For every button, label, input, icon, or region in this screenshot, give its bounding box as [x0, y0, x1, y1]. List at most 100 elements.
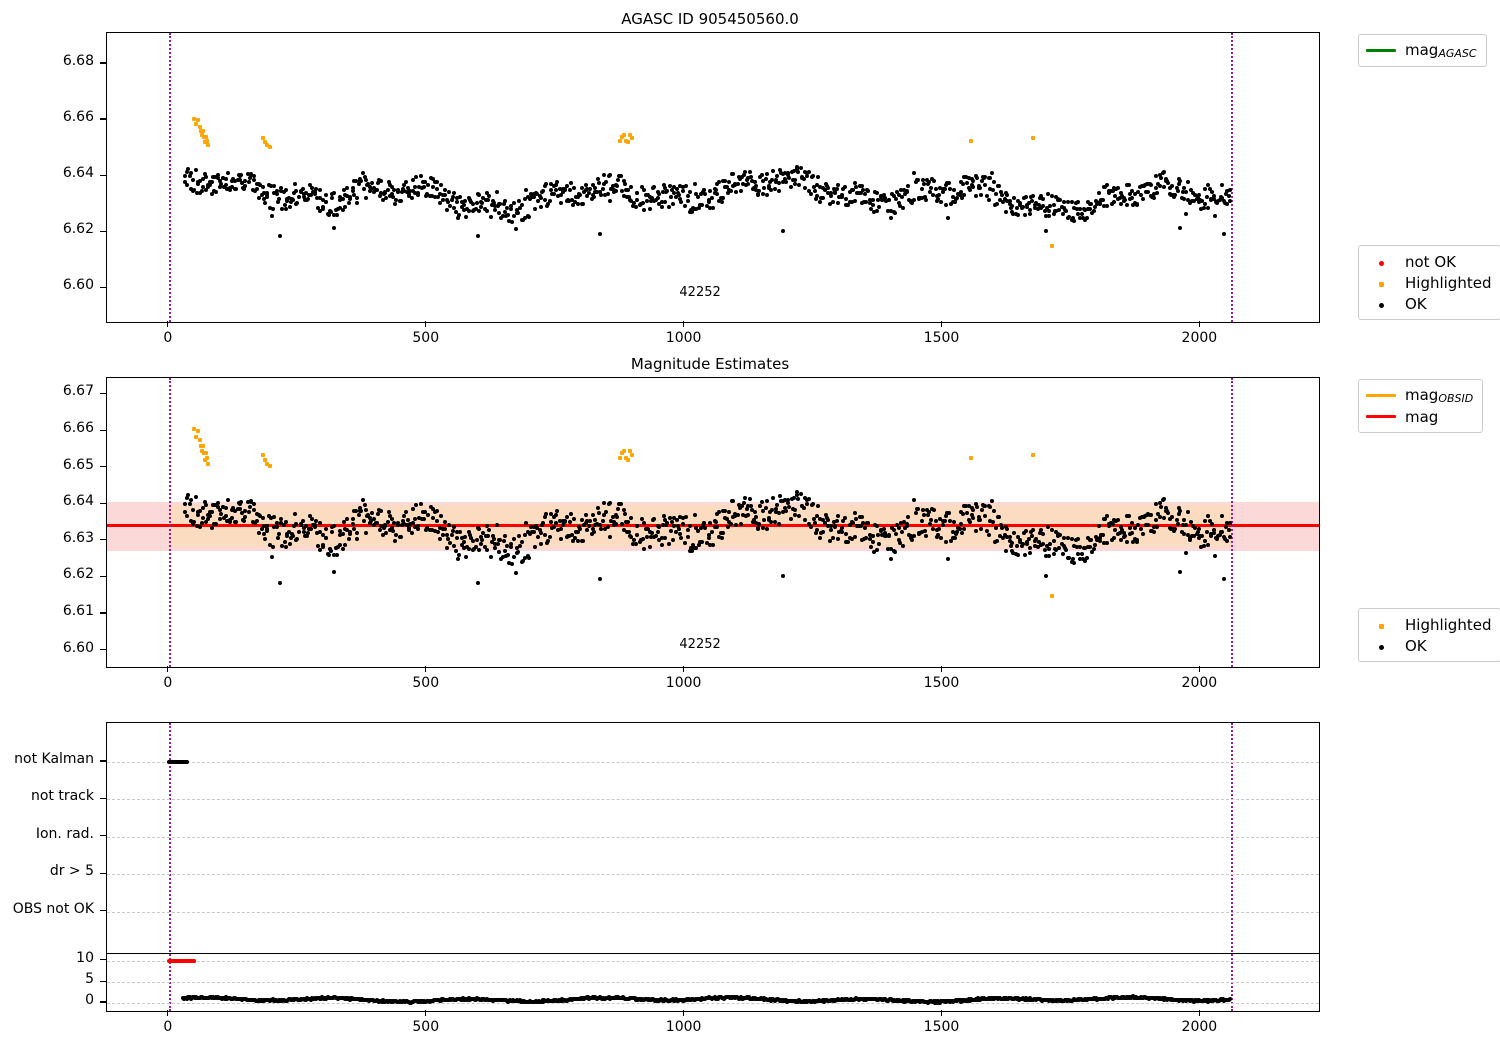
data-point-ok — [348, 530, 353, 535]
data-point-ok — [230, 184, 235, 189]
data-point-ok — [861, 520, 866, 525]
data-point-ok — [491, 200, 496, 205]
data-point-highlighted — [969, 456, 974, 461]
data-point-ok — [893, 532, 898, 537]
x-tick-label: 0 — [163, 1019, 173, 1035]
data-point-ok — [896, 537, 901, 542]
legend-point-status-top[interactable]: not OK Highlighted OK — [1358, 245, 1500, 320]
data-point-ok — [245, 172, 250, 177]
x-tick-mark — [940, 666, 943, 672]
data-point-ok — [840, 192, 845, 197]
data-point-ok — [1031, 528, 1036, 533]
data-point-ok — [767, 515, 772, 520]
legend-point-status-middle[interactable]: Highlighted OK — [1358, 608, 1500, 662]
data-point-ok — [1109, 201, 1114, 206]
data-point-ok — [681, 521, 686, 526]
y-tick-label: 6.61 — [62, 602, 94, 619]
data-point-ok — [1076, 200, 1081, 205]
obsid-start-line-middle — [168, 378, 171, 667]
data-point-ok — [704, 541, 709, 546]
legend-mag-lines[interactable]: magOBSID mag — [1358, 379, 1484, 433]
legend-mag-agasc[interactable]: magAGASC — [1358, 34, 1487, 67]
data-point-ok — [1089, 201, 1094, 206]
data-point-ok — [513, 570, 518, 575]
data-point-ok — [715, 525, 720, 530]
data-point-ok — [528, 191, 533, 196]
data-point-ok — [195, 509, 200, 514]
x-tick-mark — [1198, 1010, 1200, 1016]
data-point-ok — [1075, 206, 1080, 211]
data-point-ok — [1071, 556, 1076, 561]
data-point-ok — [909, 201, 914, 206]
data-point-ok — [717, 509, 722, 514]
data-point-ok — [272, 191, 277, 196]
data-point-ok — [590, 527, 595, 532]
data-point-ok — [575, 530, 580, 534]
data-point-ok — [393, 538, 398, 543]
data-point-ok — [1145, 189, 1150, 194]
data-point-ok — [515, 210, 520, 215]
data-point-highlighted — [1031, 136, 1036, 141]
data-point-ok — [401, 183, 406, 188]
data-point-ok — [531, 524, 536, 529]
data-point-ok — [1193, 526, 1198, 531]
data-point-ok — [248, 171, 253, 176]
axes-top: 42252 — [106, 32, 1320, 323]
data-point-ok — [834, 518, 839, 523]
data-point-highlighted — [627, 449, 632, 454]
data-point-ok — [1212, 213, 1217, 218]
data-point-ok — [974, 176, 979, 181]
data-point-ok — [271, 206, 276, 211]
data-point-ok — [402, 521, 407, 526]
data-point-ok — [1011, 551, 1016, 556]
gridline-dr-5 — [107, 982, 1319, 984]
data-point-ok — [268, 184, 273, 189]
data-point-ok — [416, 190, 421, 195]
data-point-ok — [1224, 520, 1229, 525]
legend-marker-highlighted — [1378, 281, 1384, 287]
data-point-ok — [988, 519, 993, 524]
data-point-ok — [919, 187, 924, 192]
data-point-ok — [1035, 206, 1040, 211]
data-point-ok — [939, 199, 944, 204]
data-point-ok — [881, 193, 886, 198]
obsid-start-line-top — [168, 33, 171, 322]
data-point-ok — [324, 193, 329, 198]
data-point-ok — [932, 508, 937, 513]
data-point-ok — [685, 528, 690, 533]
data-point-ok — [384, 530, 389, 535]
data-point-ok — [195, 512, 200, 517]
data-point-ok — [839, 195, 844, 200]
data-point-ok — [555, 179, 560, 184]
data-point-ok — [1212, 193, 1217, 198]
data-point-ok — [407, 522, 412, 527]
data-point-ok — [1172, 527, 1177, 532]
data-point-ok — [888, 215, 893, 220]
data-point-ok — [537, 528, 542, 533]
data-point-ok — [601, 512, 606, 517]
data-point-ok — [1007, 201, 1012, 206]
data-point-ok — [1124, 183, 1129, 188]
data-point-ok — [1115, 531, 1120, 536]
data-point-ok — [676, 190, 681, 195]
data-point-ok — [213, 174, 218, 179]
data-point-ok — [832, 190, 837, 195]
data-point-ok — [1195, 195, 1200, 200]
data-point-highlighted — [206, 461, 211, 466]
data-point-ok — [390, 192, 395, 197]
data-point-ok — [909, 537, 914, 542]
data-point-ok — [217, 508, 222, 513]
data-point-ok — [369, 519, 374, 524]
data-point-ok — [688, 545, 693, 550]
data-point-ok — [731, 498, 736, 503]
data-point-ok — [603, 526, 608, 531]
data-point-ok — [413, 191, 418, 196]
data-point-ok — [496, 204, 501, 209]
data-point-ok — [1131, 203, 1136, 208]
data-point-ok — [431, 506, 436, 511]
data-point-ok — [745, 506, 750, 511]
data-point-ok — [213, 503, 218, 508]
data-point-ok — [357, 512, 362, 517]
data-point-ok — [638, 201, 643, 206]
data-point-ok — [814, 528, 819, 533]
